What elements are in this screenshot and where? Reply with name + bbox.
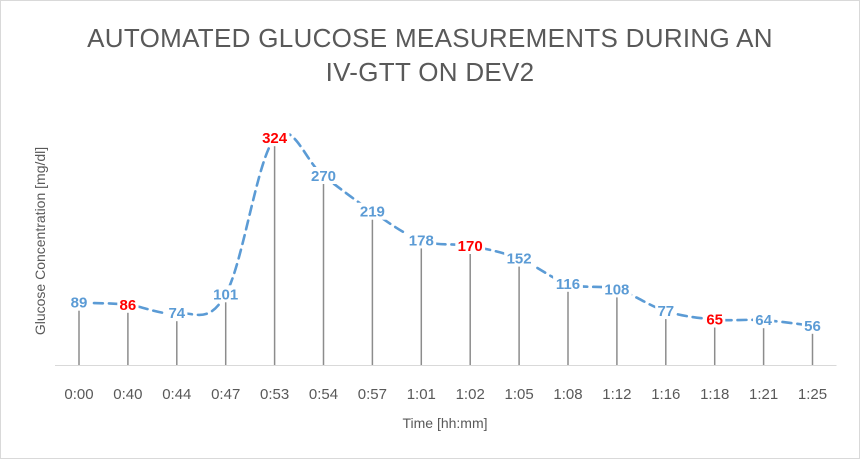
data-label: 65 [706,312,723,329]
data-label-backing [504,249,534,267]
x-tick-label: 0:53 [260,386,289,403]
data-label-backing [655,302,677,320]
x-tick-label: 0:00 [64,386,93,403]
x-tick-label: 0:47 [211,386,240,403]
data-label-backing [357,202,388,220]
y-axis-title: Glucose Concentration [mg/dl] [32,147,48,335]
data-label-backing [166,304,188,322]
x-tick-label: 1:21 [749,386,778,403]
x-tick-label: 1:16 [651,386,680,403]
data-label: 77 [657,303,674,320]
x-tick-label: 1:08 [553,386,582,403]
data-label: 64 [755,312,772,329]
data-label-backing [553,274,583,292]
x-tick-label: 0:44 [162,386,191,403]
x-tick-label: 1:18 [700,386,729,403]
data-label: 324 [262,130,288,147]
data-label: 89 [71,295,88,312]
x-axis-title: Time [hh:mm] [402,415,487,431]
data-label: 108 [604,281,629,298]
data-label-backing [68,293,90,311]
data-label: 270 [311,168,336,185]
data-label: 56 [804,318,821,335]
data-label-backing [801,316,824,334]
data-label-backing [753,311,775,329]
data-label: 86 [120,297,137,314]
x-tick-label: 1:02 [456,386,485,403]
chart-title-line-1: AUTOMATED GLUCOSE MEASUREMENTS DURING AN [87,23,773,53]
data-label-backing [406,231,437,249]
chart-title: AUTOMATED GLUCOSE MEASUREMENTS DURING AN… [1,21,859,89]
data-label: 101 [213,286,238,303]
data-label: 219 [360,204,385,221]
data-label: 116 [556,276,580,293]
data-label-backing [455,237,486,254]
x-tick-label: 0:57 [358,386,387,403]
x-tick-label: 1:01 [407,386,436,403]
x-tick-label: 1:12 [602,386,631,403]
data-label-backing [602,280,632,298]
series-line [77,131,814,328]
chart-title-line-2: IV-GTT ON DEV2 [325,57,535,87]
data-label-backing [259,129,290,147]
x-tick-label: 1:05 [504,386,533,403]
data-label-backing [210,285,241,303]
data-label: 178 [409,232,434,249]
x-tick-label: 0:40 [113,386,142,403]
data-label: 152 [507,251,532,268]
x-tick-label: 1:25 [798,386,827,403]
data-label-backing [704,310,726,328]
data-label-backing [308,167,339,184]
data-label-backing [117,295,139,313]
x-tick-label: 0:54 [309,386,338,403]
data-label: 170 [458,238,483,255]
data-label: 74 [168,305,185,322]
